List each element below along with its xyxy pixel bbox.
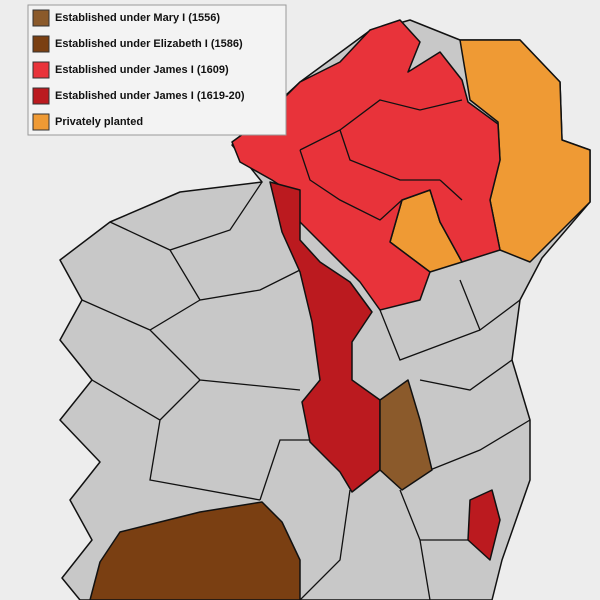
legend-label: Established under Elizabeth I (1586) xyxy=(55,38,243,50)
legend: Established under Mary I (1556) Establish… xyxy=(27,4,287,136)
legend-swatch xyxy=(32,35,50,53)
legend-label: Privately planted xyxy=(55,116,143,128)
county-borders xyxy=(81,181,531,600)
region xyxy=(231,19,501,311)
county-borders xyxy=(299,99,463,221)
legend-label: Established under Mary I (1556) xyxy=(55,12,220,24)
legend-swatch xyxy=(32,87,50,105)
region xyxy=(379,379,433,491)
legend-label: Established under James I (1619-20) xyxy=(55,90,245,102)
legend-box xyxy=(27,4,287,136)
legend-swatch xyxy=(32,9,50,27)
region xyxy=(467,489,501,561)
legend-label: Established under James I (1609) xyxy=(55,64,229,76)
region xyxy=(89,501,301,600)
legend-swatch xyxy=(32,113,50,131)
legend-swatch xyxy=(32,61,50,79)
